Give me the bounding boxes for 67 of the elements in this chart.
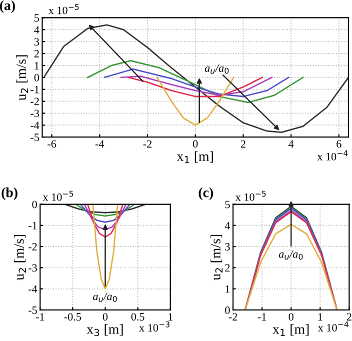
x-axis-title: x$_{1}$ [m] bbox=[272, 324, 309, 336]
line-series bbox=[92, 204, 118, 290]
y-tick-label: -3 bbox=[30, 110, 40, 118]
chart-title: (c) bbox=[198, 187, 213, 200]
x-tick-label: 0 bbox=[193, 140, 198, 148]
x-axis-title: x$_{3}$ [m] bbox=[86, 324, 123, 336]
y-tick-label: -3 bbox=[28, 264, 37, 272]
y-tick-label: 1 bbox=[34, 62, 39, 70]
x-tick-label: -1 bbox=[258, 313, 266, 320]
y-tick-label: 3 bbox=[34, 38, 40, 46]
x-axis-title: x$_{1}$ [m] bbox=[176, 151, 213, 164]
line-series bbox=[80, 204, 131, 223]
y-tick-label: -1 bbox=[28, 222, 37, 230]
line-series bbox=[86, 204, 124, 238]
chart-title: (a) bbox=[0, 0, 15, 13]
x-tick-label: 0 bbox=[288, 313, 294, 321]
annotation: a$_{u}$/a$_{0}$ bbox=[204, 64, 229, 74]
y-tick-label: 5 bbox=[225, 200, 230, 208]
x-tick-label: 0 bbox=[102, 313, 108, 321]
x-tick-label: -2 bbox=[143, 140, 152, 148]
y-tick-label: 4 bbox=[34, 26, 40, 34]
text: x 10$^{−5}$ bbox=[235, 190, 266, 201]
y-axis-title: u$_{2}$ [m/s] bbox=[210, 234, 223, 280]
y-tick-label: -2 bbox=[30, 98, 39, 106]
y-axis-title: u$_{2}$ [m/s] bbox=[16, 55, 28, 100]
text: x 10$^{−4}$ bbox=[318, 321, 348, 332]
line-series bbox=[75, 204, 136, 217]
text: x 10$^{−3}$ bbox=[139, 321, 170, 332]
line-series bbox=[156, 76, 234, 126]
y-tick-label: 2 bbox=[34, 50, 39, 58]
y-tick-label: 1 bbox=[226, 285, 230, 293]
chart-title: (b) bbox=[2, 187, 18, 200]
line-series bbox=[64, 204, 146, 214]
y-tick-label: 0 bbox=[34, 74, 40, 82]
y-axis-title: u$_{2}$ [m/s] bbox=[14, 234, 26, 280]
x-tick-label: 1 bbox=[318, 313, 322, 320]
x-tick-label: 2 bbox=[346, 313, 352, 320]
x-tick-label: 2 bbox=[240, 140, 246, 148]
x-tick-label: 4 bbox=[288, 140, 294, 148]
y-tick-label: 0 bbox=[225, 306, 230, 314]
text: x 10$^{−5}$ bbox=[42, 190, 74, 201]
text: x 10$^{−5}$ bbox=[48, 4, 79, 14]
line-series bbox=[120, 76, 273, 96]
y-tick-label: -4 bbox=[28, 285, 38, 293]
y-tick-label: -5 bbox=[30, 134, 40, 142]
annotation: a$_{u}$/a$_{0}$ bbox=[93, 292, 117, 302]
x-tick-label: 1 bbox=[168, 313, 172, 320]
y-tick-label: 4 bbox=[224, 222, 230, 230]
y-tick-label: 5 bbox=[34, 14, 40, 22]
y-tick-label: 3 bbox=[225, 243, 230, 251]
y-tick-label: -2 bbox=[28, 243, 37, 250]
line-series bbox=[128, 76, 264, 98]
x-tick-label: 6 bbox=[336, 140, 342, 148]
y-tick-label: 2 bbox=[225, 264, 230, 272]
x-tick-label: 0.5 bbox=[131, 313, 144, 321]
x-tick-label: -6 bbox=[48, 140, 56, 148]
x-tick-label: -4 bbox=[95, 140, 104, 148]
y-tick-label: -5 bbox=[28, 306, 37, 314]
y-tick-label: 0 bbox=[32, 200, 37, 208]
line-series bbox=[44, 24, 348, 134]
line-series bbox=[87, 60, 304, 104]
text: x 10$^{−4}$ bbox=[317, 150, 348, 160]
line-series bbox=[84, 204, 127, 230]
annotation: a$_{u}$/a$_{0}$ bbox=[278, 250, 303, 260]
y-tick-label: -1 bbox=[30, 86, 39, 94]
x-tick-label: -0.5 bbox=[64, 313, 82, 321]
y-tick-label: -4 bbox=[30, 122, 40, 129]
